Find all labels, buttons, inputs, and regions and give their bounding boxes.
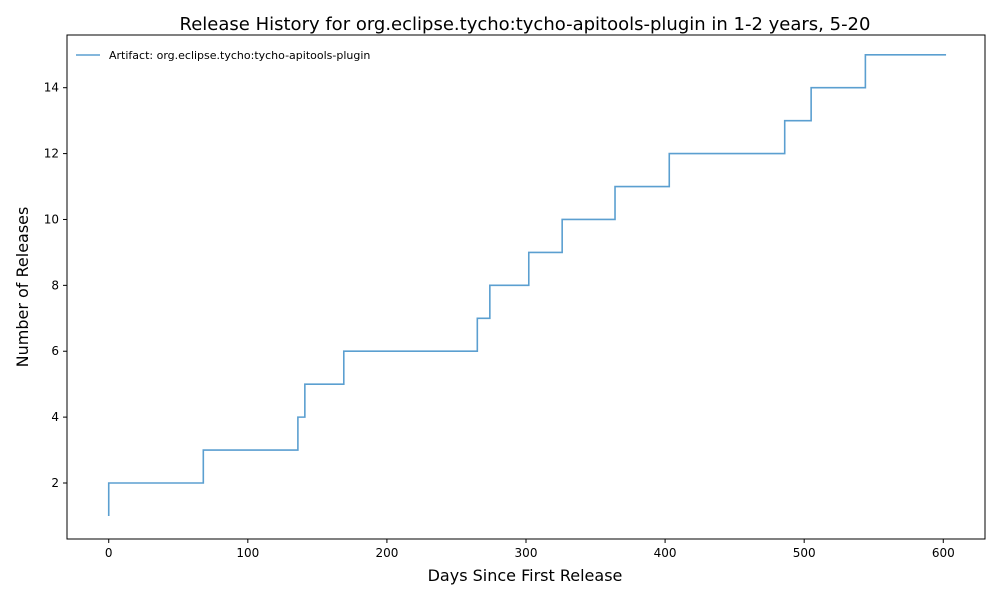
x-tick-label: 500 — [793, 546, 816, 560]
x-tick-label: 300 — [515, 546, 538, 560]
x-tick-label: 0 — [105, 546, 113, 560]
y-tick-label: 4 — [51, 410, 59, 424]
x-axis: 0 100 200 300 400 500 600 — [105, 539, 955, 560]
x-tick-label: 400 — [654, 546, 677, 560]
x-tick-label: 200 — [375, 546, 398, 560]
x-tick-label: 100 — [236, 546, 259, 560]
x-tick-label: 600 — [932, 546, 955, 560]
chart-title: Release History for org.eclipse.tycho:ty… — [180, 14, 871, 35]
y-tick-label: 8 — [51, 278, 59, 292]
y-tick-label: 10 — [44, 212, 59, 226]
legend: Artifact: org.eclipse.tycho:tycho-apitoo… — [76, 49, 370, 62]
y-axis: 2 4 6 8 10 12 14 — [44, 81, 67, 490]
series-line — [107, 53, 947, 516]
y-tick-label: 12 — [44, 147, 59, 161]
y-axis-label: Number of Releases — [13, 207, 32, 368]
y-tick-label: 2 — [51, 476, 59, 490]
legend-label: Artifact: org.eclipse.tycho:tycho-apitoo… — [109, 49, 370, 62]
y-tick-label: 14 — [44, 81, 59, 95]
x-axis-label: Days Since First Release — [428, 566, 623, 585]
y-tick-label: 6 — [51, 344, 59, 358]
plot-area-frame — [66, 34, 986, 540]
